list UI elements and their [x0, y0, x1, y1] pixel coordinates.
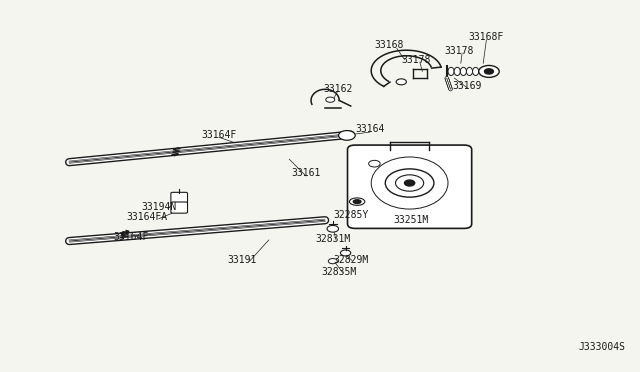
- Circle shape: [327, 225, 339, 232]
- Text: 33169: 33169: [452, 81, 482, 90]
- Ellipse shape: [467, 67, 472, 76]
- FancyBboxPatch shape: [171, 192, 188, 203]
- Text: 33164FA: 33164FA: [127, 212, 168, 222]
- Text: J333004S: J333004S: [579, 341, 626, 352]
- Circle shape: [479, 65, 499, 77]
- Circle shape: [326, 97, 335, 102]
- Circle shape: [328, 259, 337, 264]
- Text: 33164: 33164: [355, 125, 385, 134]
- Circle shape: [484, 69, 493, 74]
- Text: 32835M: 32835M: [321, 267, 357, 276]
- Text: 32831M: 32831M: [315, 234, 351, 244]
- Text: 33168: 33168: [374, 41, 404, 50]
- Text: 33178: 33178: [445, 46, 474, 55]
- Ellipse shape: [448, 67, 454, 76]
- Circle shape: [396, 175, 424, 191]
- Text: 33164F: 33164F: [113, 232, 149, 242]
- Text: 33178: 33178: [401, 55, 431, 64]
- FancyBboxPatch shape: [348, 145, 472, 228]
- Text: 33251M: 33251M: [393, 215, 429, 225]
- Ellipse shape: [472, 67, 479, 76]
- Ellipse shape: [460, 67, 467, 76]
- Text: 33191: 33191: [227, 256, 257, 265]
- Text: 33168F: 33168F: [468, 32, 504, 42]
- Text: 32285Y: 32285Y: [333, 210, 369, 220]
- Circle shape: [339, 131, 355, 140]
- Text: 33164F: 33164F: [201, 130, 237, 140]
- Ellipse shape: [349, 198, 365, 205]
- Text: 33162: 33162: [323, 84, 353, 94]
- Circle shape: [385, 169, 434, 197]
- Circle shape: [340, 250, 351, 256]
- Ellipse shape: [454, 67, 460, 76]
- Circle shape: [404, 180, 415, 186]
- Text: 33194N: 33194N: [141, 202, 177, 212]
- Text: 33161: 33161: [291, 169, 321, 178]
- Ellipse shape: [353, 200, 361, 203]
- Circle shape: [396, 79, 406, 85]
- Circle shape: [369, 160, 380, 167]
- FancyBboxPatch shape: [171, 202, 188, 213]
- Text: 32829M: 32829M: [333, 255, 369, 264]
- Ellipse shape: [371, 157, 448, 209]
